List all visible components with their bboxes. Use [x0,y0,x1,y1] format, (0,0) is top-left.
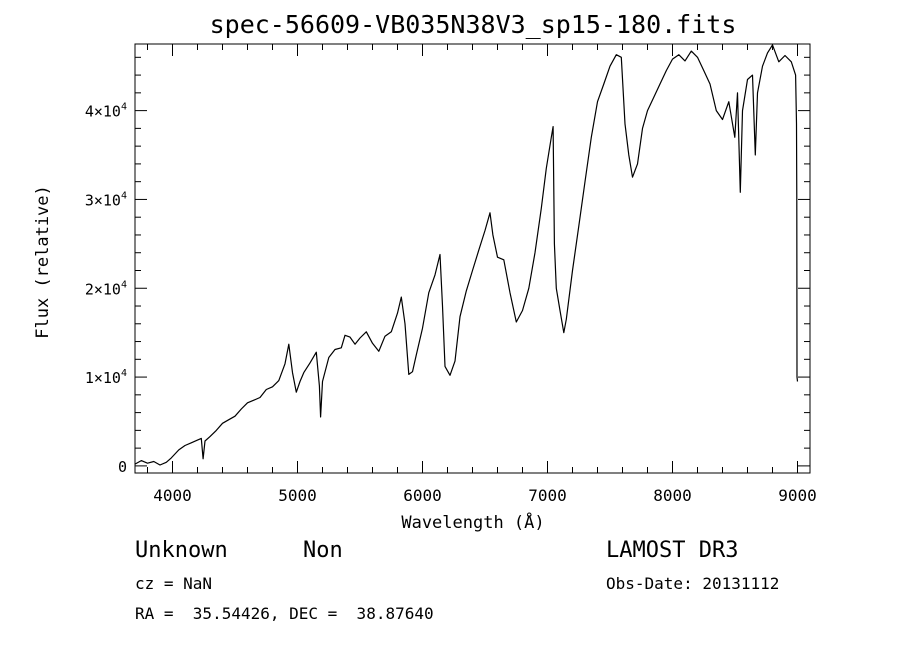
x-axis-label: Wavelength (Å) [401,511,544,533]
x-tick-label: 5000 [278,486,317,505]
y-tick-label: 1×104 [85,368,127,387]
x-tick-label: 6000 [403,486,442,505]
x-tick-label: 7000 [528,486,567,505]
x-tick-label: 8000 [653,486,692,505]
obs-date: Obs-Date: 20131112 [606,574,780,593]
spectrum-line [134,44,799,466]
object-class: Unknown [135,538,228,563]
survey-name: LAMOST DR3 [606,538,739,563]
y-tick-label: 4×104 [85,102,127,121]
y-tick-label: 0 [118,458,127,476]
y-axis-label: Flux (relative) [33,185,53,339]
object-subclass: Non [303,538,343,563]
y-tick-label: 2×104 [85,279,127,298]
x-tick-label: 9000 [778,486,817,505]
coordinates: RA = 35.54426, DEC = 38.87640 [135,604,434,623]
redshift-label: cz = NaN [135,574,213,593]
plot-frame [134,43,811,474]
x-tick-label: 4000 [153,486,192,505]
y-tick-label: 3×104 [85,190,127,209]
chart-title: spec-56609-VB035N38V3_sp15-180.fits [210,10,737,39]
plot-area: 4000 5000 6000 7000 8000 9000 0 1×104 2×104 3×104… [85,43,817,505]
